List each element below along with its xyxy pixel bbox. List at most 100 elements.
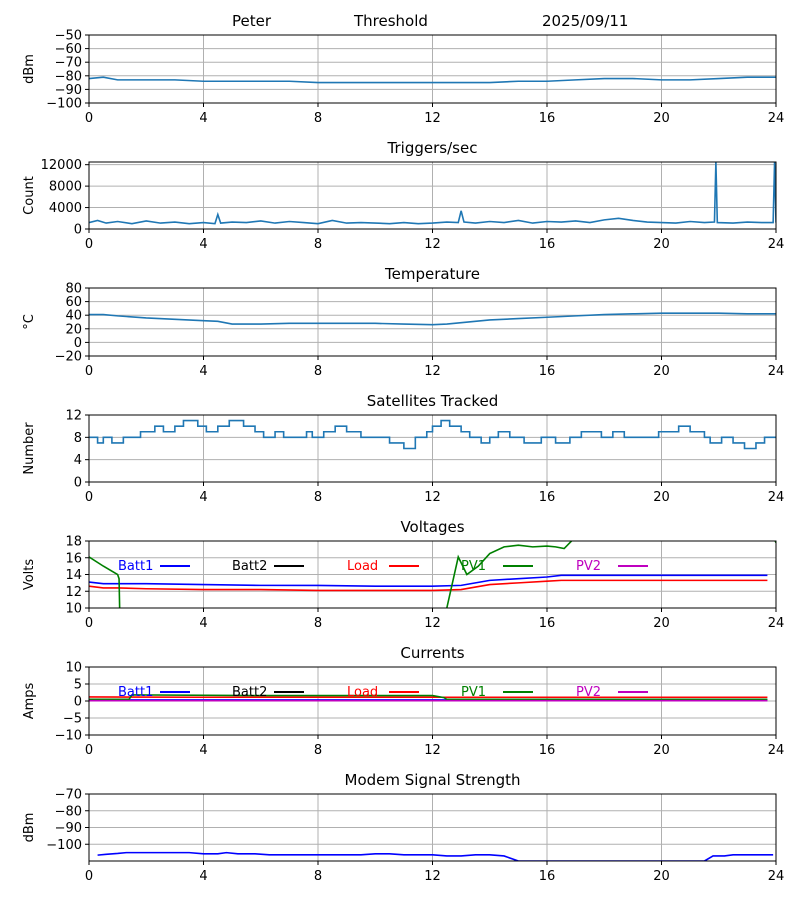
legend-label-pv2: PV2	[576, 685, 601, 700]
x-tick-label: 20	[653, 869, 670, 884]
x-tick-label: 4	[199, 869, 207, 884]
y-tick-label: 8	[74, 431, 82, 446]
x-tick-label: 12	[424, 111, 441, 126]
x-tick-label: 20	[653, 490, 670, 505]
x-tick-label: 12	[424, 490, 441, 505]
y-tick-label: −80	[55, 69, 82, 84]
y-tick-label: 8000	[49, 180, 82, 195]
x-tick-label: 12	[424, 869, 441, 884]
report-date: 2025/09/11	[542, 12, 629, 30]
y-tick-label: 14	[65, 568, 82, 583]
y-tick-label: −60	[55, 42, 82, 57]
y-axis-label: Number	[22, 422, 37, 475]
trigger-mode: Threshold	[354, 12, 428, 30]
series-line-data	[89, 162, 776, 225]
y-tick-label: 0	[74, 476, 82, 491]
x-tick-label: 24	[768, 869, 785, 884]
x-tick-label: 8	[314, 869, 322, 884]
chart-satellites: 0 4 8 12 16 20 24 0 4 8 12 Satellites Tracked Number	[22, 392, 784, 505]
x-tick-label: 4	[199, 237, 207, 252]
x-tick-label: 16	[539, 490, 556, 505]
legend-label-pv1: PV1	[461, 559, 486, 574]
y-axis-label: Volts	[22, 559, 37, 591]
chart-title: Modem Signal Strength	[345, 771, 521, 789]
y-axis-label: dBm	[22, 813, 37, 843]
y-tick-label: 0	[74, 695, 82, 710]
chart-title: Temperature	[384, 265, 480, 283]
y-tick-label: −100	[46, 97, 82, 112]
y-tick-label: 60	[65, 295, 82, 310]
x-tick-label: 4	[199, 616, 207, 631]
y-tick-label: 12	[65, 409, 82, 424]
x-tick-label: 0	[85, 616, 93, 631]
y-axis-label: °C	[22, 314, 37, 330]
x-tick-label: 0	[85, 743, 93, 758]
series-line-load	[89, 579, 768, 592]
y-tick-label: 80	[65, 282, 82, 297]
y-tick-label: −70	[55, 788, 82, 803]
y-tick-label: 10	[65, 661, 82, 676]
x-tick-label: 8	[314, 111, 322, 126]
y-tick-label: −10	[55, 729, 82, 744]
series-line-batt1	[89, 574, 768, 588]
y-tick-label: 12000	[41, 158, 82, 173]
y-tick-label: 0	[74, 336, 82, 351]
series-line-data	[97, 851, 774, 861]
y-axis-label: Amps	[22, 682, 37, 719]
chart-title: Voltages	[400, 518, 464, 536]
x-tick-label: 24	[768, 743, 785, 758]
y-tick-label: −100	[46, 838, 82, 853]
x-tick-label: 20	[653, 111, 670, 126]
chart-title: Satellites Tracked	[367, 392, 498, 410]
y-tick-label: −70	[55, 56, 82, 71]
x-tick-label: 12	[424, 616, 441, 631]
x-tick-label: 12	[424, 237, 441, 252]
chart-title: Triggers/sec	[387, 139, 478, 157]
x-tick-label: 12	[424, 743, 441, 758]
legend-label-batt2: Batt2	[232, 559, 267, 574]
x-tick-label: 20	[653, 237, 670, 252]
y-tick-label: 18	[65, 535, 82, 550]
y-tick-label: −90	[55, 821, 82, 836]
x-tick-label: 20	[653, 616, 670, 631]
series-line-pv1	[89, 694, 768, 701]
x-tick-label: 20	[653, 364, 670, 379]
x-tick-label: 4	[199, 364, 207, 379]
x-tick-label: 24	[768, 364, 785, 379]
x-tick-label: 8	[314, 490, 322, 505]
x-tick-label: 0	[85, 111, 93, 126]
legend-label-pv1: PV1	[461, 685, 486, 700]
x-tick-label: 0	[85, 490, 93, 505]
chart-modem: 0 4 8 12 16 20 24 −100 −90 −80−70 Modem Signal Str…	[22, 771, 784, 884]
series-line-data	[89, 76, 776, 84]
x-tick-label: 16	[539, 111, 556, 126]
x-tick-label: 4	[199, 743, 207, 758]
legend-label-pv2: PV2	[576, 559, 601, 574]
y-tick-label: 0	[74, 223, 82, 238]
x-tick-label: 8	[314, 743, 322, 758]
y-tick-label: −80	[55, 804, 82, 819]
series-line-data	[89, 312, 776, 326]
y-tick-label: 5	[74, 678, 82, 693]
series-line-pv1	[89, 541, 776, 608]
x-tick-label: 24	[768, 237, 785, 252]
y-tick-label: 4000	[49, 201, 82, 216]
legend-label-load: Load	[347, 685, 378, 700]
y-tick-label: −50	[55, 29, 82, 44]
legend-label-batt2: Batt2	[232, 685, 267, 700]
x-tick-label: 8	[314, 237, 322, 252]
x-tick-label: 8	[314, 364, 322, 379]
x-tick-label: 24	[768, 616, 785, 631]
y-tick-label: 4	[74, 453, 82, 468]
x-tick-label: 16	[539, 743, 556, 758]
x-tick-label: 16	[539, 616, 556, 631]
y-axis-label: dBm	[22, 54, 37, 84]
y-tick-label: 16	[65, 551, 82, 566]
x-tick-label: 20	[653, 743, 670, 758]
legend-label-batt1: Batt1	[118, 559, 153, 574]
x-tick-label: 24	[768, 490, 785, 505]
